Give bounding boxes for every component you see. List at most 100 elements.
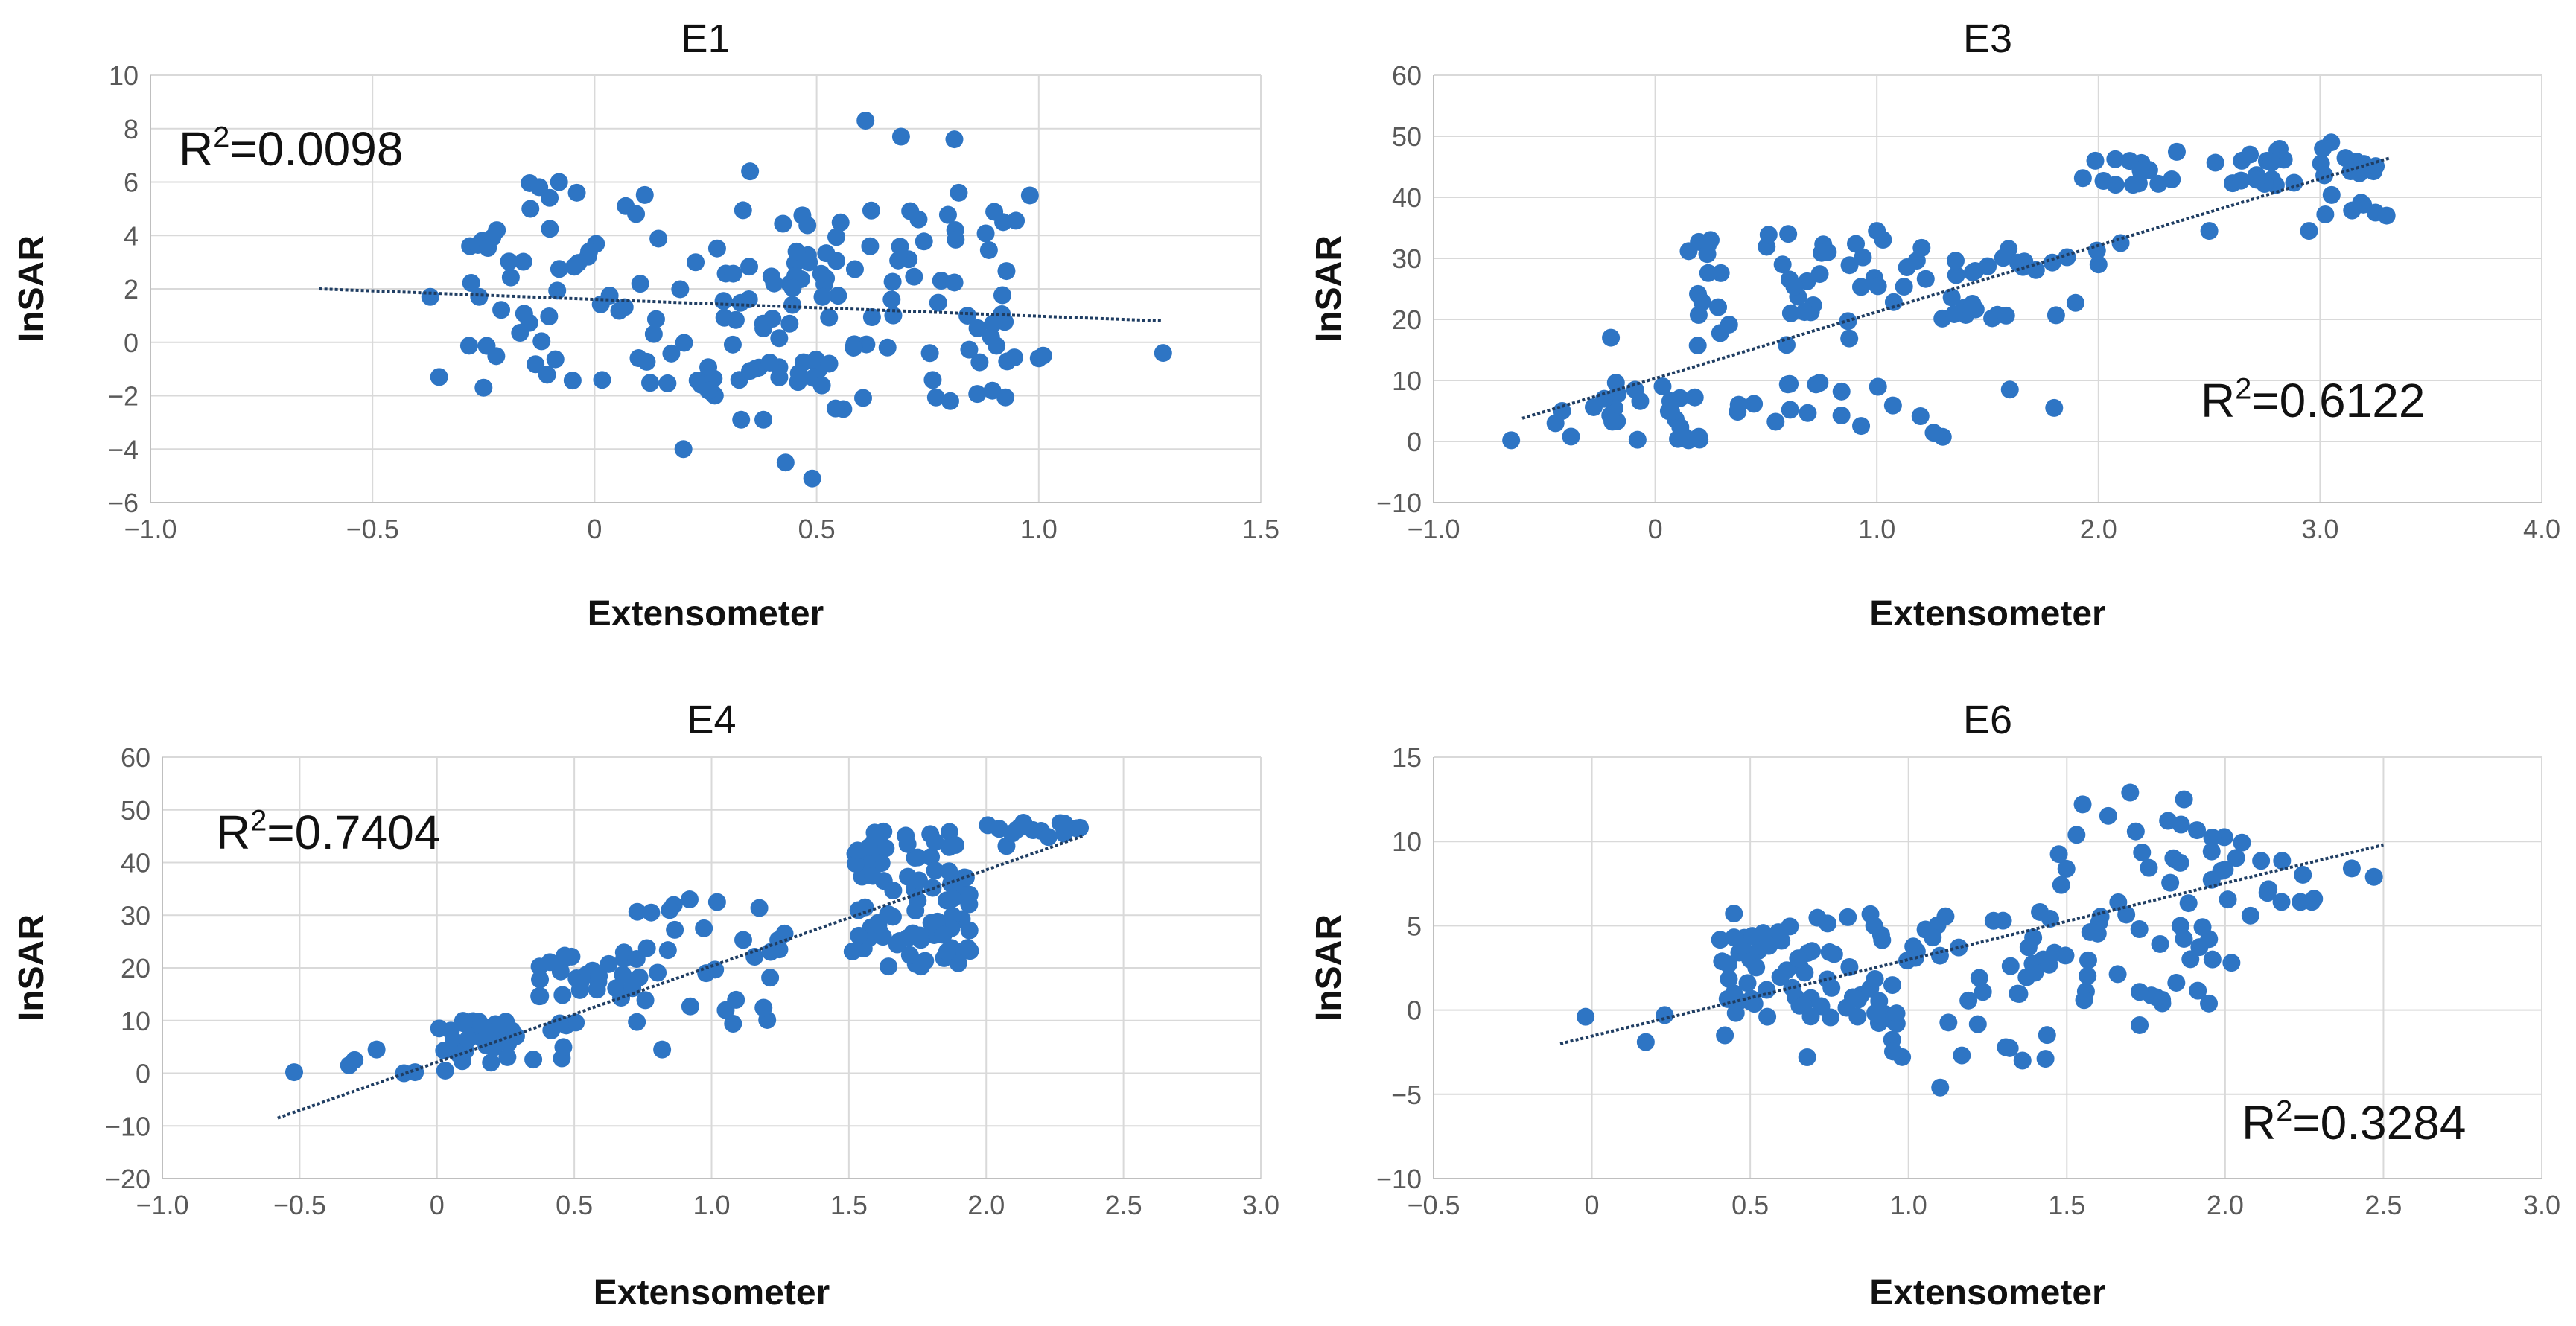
chart-e4-data-point	[859, 838, 878, 857]
chart-e3-data-point	[1688, 337, 1707, 355]
chart-e3-data-point	[2247, 170, 2265, 189]
chart-e1-y-tick-label: 0	[124, 328, 139, 358]
chart-e6-data-point	[2056, 946, 2075, 965]
chart-e3-data-point	[2000, 380, 2019, 399]
chart-e4-data-point	[556, 946, 574, 965]
chart-e4-data-point	[745, 948, 764, 966]
chart-e4-x-tick-label: −1.0	[136, 1190, 188, 1220]
chart-e6-data-point	[1984, 911, 2003, 930]
chart-e3-data-point	[1796, 303, 1814, 322]
chart-e4-data-point	[524, 1051, 543, 1069]
chart-e3-data-point	[2086, 151, 2105, 170]
chart-e6-data-point	[1970, 969, 1988, 987]
chart-e3-y-tick-label: 10	[1392, 366, 1422, 396]
chart-e4-y-tick-label: 40	[121, 848, 150, 879]
chart-e1-data-point	[763, 310, 782, 328]
chart-e1-data-point	[783, 296, 802, 314]
chart-e4-data-point	[926, 832, 944, 851]
chart-e4-data-point	[707, 893, 726, 911]
chart-e1-data-point	[501, 268, 520, 287]
chart-e6-data-point	[1747, 958, 1766, 977]
chart-e3-data-point	[1854, 248, 1872, 267]
chart-e6-data-point	[2172, 815, 2190, 834]
chart-e4-data-point	[590, 966, 608, 985]
chart-e3-data-point	[1584, 398, 1603, 416]
chart-e6-data-point	[1820, 943, 1839, 961]
chart-e3-data-point	[1883, 396, 1902, 415]
chart-e1-data-point	[878, 338, 897, 357]
chart-e6-data-point	[1725, 928, 1743, 947]
chart-e6-data-point	[2167, 973, 2186, 992]
chart-e6-x-tick-label: 1.0	[1890, 1190, 1927, 1220]
chart-e4-x-tick-label: 1.5	[830, 1190, 868, 1220]
chart-e4-data-point	[903, 924, 922, 943]
chart-e1-data-point	[891, 127, 910, 146]
chart-e4-x-label: Extensometer	[594, 1273, 830, 1313]
chart-e6-data-point	[2222, 954, 2241, 972]
chart-e6-data-point	[2079, 966, 2097, 985]
chart-e3-data-point	[1966, 262, 1985, 281]
chart-e4-data-point	[367, 1040, 386, 1059]
chart-e4-y-tick-label: 20	[121, 953, 150, 984]
chart-e1-data-point	[487, 347, 506, 366]
chart-e4-data-point	[1071, 818, 1090, 837]
chart-e1-y-tick-label: 6	[124, 168, 139, 198]
chart-e3-data-point	[2073, 169, 2092, 188]
chart-e1-data-point	[798, 216, 817, 235]
chart-e3-data-point	[1933, 427, 1952, 446]
chart-e4-x-tick-label: 0	[430, 1190, 445, 1220]
chart-e4-data-point	[909, 848, 927, 867]
chart-e4-data-point	[498, 1048, 517, 1066]
chart-e1-data-point	[687, 253, 705, 272]
chart-e6-data-point	[2216, 861, 2234, 879]
chart-e6-data-point	[2041, 910, 2060, 928]
chart-e4-data-point	[474, 1017, 492, 1036]
chart-e6-data-point	[2075, 991, 2093, 1010]
chart-e3-data-point	[2367, 157, 2385, 176]
chart-e6-data-point	[2233, 833, 2251, 852]
chart-e4-data-point	[628, 902, 646, 921]
chart-e6-trendline	[1559, 843, 2384, 1045]
chart-e1-data-point	[500, 252, 518, 271]
chart-e3-data-point	[2058, 248, 2076, 267]
chart-e1-data-point	[699, 381, 718, 400]
chart-e1-data-point	[984, 314, 1002, 333]
chart-e6-x-tick-label: 2.5	[2364, 1190, 2402, 1220]
chart-e6-y-tick-label: 0	[1407, 995, 1422, 1026]
chart-e6-data-point	[1950, 938, 1968, 957]
chart-e6-data-point	[2190, 938, 2209, 957]
chart-e4-data-point	[681, 997, 699, 1016]
chart-e6-data-point	[1798, 1048, 1816, 1066]
chart-e1-y-tick-label: 4	[124, 220, 139, 251]
chart-e1-data-point	[997, 262, 1016, 281]
chart-e1-data-point	[831, 213, 850, 232]
chart-e1-data-point	[776, 453, 795, 472]
chart-e4-y-label: InSAR	[12, 914, 51, 1021]
chart-e3-data-point	[2167, 142, 2186, 161]
chart-e6-data-point	[2130, 983, 2149, 1001]
chart-e1-data-point	[462, 273, 480, 292]
chart-e1-y-label: InSAR	[12, 235, 51, 342]
chart-e3-data-point	[1690, 427, 1708, 446]
chart-e1-x-label: Extensometer	[588, 594, 824, 634]
chart-e1-data-point	[765, 274, 783, 293]
chart-e4-y-tick-label: −20	[105, 1164, 150, 1194]
chart-e4-data-point	[960, 921, 979, 940]
chart-e4-data-point	[1003, 824, 1022, 843]
chart-e1-data-point	[734, 201, 752, 220]
chart-e4-data-point	[909, 871, 928, 890]
chart-e6-data-point	[1953, 1046, 1971, 1065]
chart-e6-data-point	[2153, 990, 2172, 1009]
chart-e6-data-point	[2203, 829, 2222, 847]
chart-e6-data-point	[2227, 849, 2245, 867]
chart-e4-data-point	[430, 1019, 448, 1038]
chart-e3-data-point	[2094, 171, 2113, 190]
chart-e3-data-point	[2285, 173, 2303, 192]
chart-e1-data-point	[968, 319, 987, 337]
chart-e1-data-point	[905, 267, 923, 286]
chart-e3-data-point	[2089, 255, 2108, 274]
chart-e6-data-point	[1868, 1005, 1886, 1024]
chart-e1-data-point	[938, 205, 957, 224]
chart-e4-data-point	[1055, 815, 1074, 833]
chart-e1-x-tick-label: 1.5	[1242, 514, 1279, 544]
